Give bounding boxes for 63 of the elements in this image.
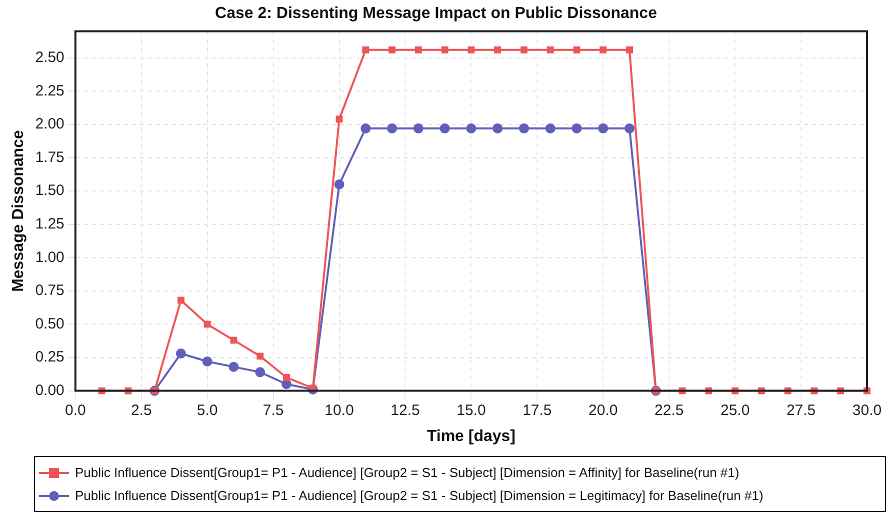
point (281, 379, 292, 390)
point (598, 123, 608, 134)
y-tick-label: 1.25 (35, 215, 64, 232)
point (626, 46, 633, 54)
point (413, 123, 424, 134)
x-tick-label: 10.0 (324, 402, 354, 419)
point (362, 46, 370, 54)
point (360, 123, 371, 134)
y-tick-label: 1.50 (35, 182, 64, 200)
point (256, 352, 264, 360)
point (573, 46, 580, 54)
x-tick-label: 20.0 (588, 402, 618, 419)
x-tick-label: 0.0 (64, 402, 86, 419)
point (334, 179, 344, 190)
legend-label: Public Influence Dissent[Group1= P1 - Audience] [Group2 = S1 - Subject] [Dimension = Legitimacy] for Baseline(run #1) (75, 488, 764, 503)
point (545, 123, 556, 134)
point (255, 367, 266, 378)
point (492, 123, 503, 134)
x-tick-label: 15.0 (456, 402, 486, 419)
point (336, 116, 343, 123)
point (414, 46, 422, 54)
point (388, 46, 396, 54)
x-tick-label: 2.5 (130, 402, 152, 419)
point (624, 123, 635, 134)
point (230, 336, 238, 344)
x-tick-label: 5.0 (196, 402, 218, 419)
point (283, 374, 290, 381)
point (204, 320, 211, 328)
y-tick-label: 0.25 (35, 348, 64, 366)
point (387, 123, 398, 134)
x-tick-label: 27.5 (786, 402, 816, 419)
point (441, 46, 448, 54)
point (600, 46, 607, 54)
x-tick-label: 12.5 (390, 402, 420, 419)
point (520, 46, 528, 54)
point (440, 123, 450, 134)
point (546, 46, 554, 54)
point (468, 46, 475, 54)
point (202, 356, 212, 366)
point (572, 123, 582, 134)
y-tick-label: 1.00 (35, 248, 64, 266)
x-axis-title: Time [days] (426, 428, 516, 445)
x-tick-label: 22.5 (654, 402, 684, 419)
x-tick-label: 25.0 (720, 402, 750, 419)
point (466, 123, 476, 134)
y-tick-label: 1.75 (35, 148, 64, 166)
chart-title: Case 2: Dissenting Message Impact on Public Dissonance (215, 5, 658, 22)
y-tick-label: 0.50 (35, 315, 64, 332)
point (177, 296, 184, 304)
y-tick-label: 0.75 (35, 282, 64, 300)
x-tick-label: 30.0 (852, 402, 882, 419)
y-tick-label: 0.00 (35, 382, 64, 399)
point (176, 348, 186, 359)
y-tick-label: 2.00 (35, 116, 64, 133)
y-tick-label: 2.25 (35, 82, 64, 100)
x-tick-label: 17.5 (522, 402, 552, 419)
y-tick-label: 2.50 (35, 48, 64, 66)
point (518, 123, 529, 134)
y-axis-title: Message Dissonance (10, 130, 28, 292)
point (494, 46, 502, 54)
point (228, 362, 239, 372)
x-tick-label: 7.5 (262, 402, 284, 419)
legend-label: Public Influence Dissent[Group1= P1 - Audience] [Group2 = S1 - Subject] [Dimension = Affinity] for Baseline(run #1) (75, 465, 740, 480)
